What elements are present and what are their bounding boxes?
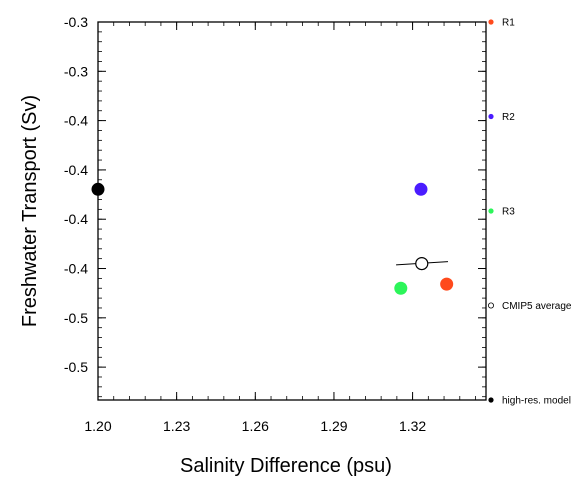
y-tick-label: -0.4 [64, 261, 88, 277]
legend-label-r1: R1 [502, 18, 515, 29]
x-tick-label: 1.32 [399, 418, 426, 434]
x-tick-label: 1.29 [320, 418, 347, 434]
x-tick-label: 1.23 [163, 418, 190, 434]
y-tick-label: -0.4 [64, 162, 88, 178]
x-tick-label: 1.26 [242, 418, 269, 434]
chart-marks [91, 182, 454, 295]
y-tick-label: -0.3 [64, 63, 88, 79]
point-high-res-model [91, 182, 105, 196]
point-r2 [414, 182, 428, 196]
legend-label-r2: R2 [502, 112, 515, 123]
point-r3 [394, 281, 408, 295]
legend-marker-high-res-model [488, 397, 494, 403]
legend-marker-r3 [488, 208, 494, 214]
legend-marker-r2 [488, 113, 494, 120]
legend-label-high-res-model: high-res. model [502, 396, 571, 407]
x-tick-label: 1.20 [84, 418, 111, 434]
x-axis-title: Salinity Difference (psu) [180, 455, 392, 477]
axes: 1.20 1.23 1.26 1.29 1.32 -0.3 -0.4 -0.4 -0.5 -0.3… [64, 14, 487, 434]
y-tick-label: -0.4 [64, 113, 88, 129]
legend-label-cmip5-average: CMIP5 average [502, 301, 572, 312]
y-tick-label: -0.4 [64, 211, 88, 227]
legend-marker-r1 [488, 19, 494, 25]
y-tick-label: -0.3 [64, 14, 88, 30]
y-tick-label: -0.5 [64, 310, 88, 326]
point-cmip5-average [415, 256, 429, 271]
legend: R1 R2 R3 CMIP5 average high-res. model [487, 18, 572, 407]
point-r1 [440, 277, 454, 291]
y-tick-label: -0.5 [64, 359, 88, 375]
legend-marker-cmip5-average [487, 302, 494, 309]
legend-label-r3: R3 [502, 207, 515, 218]
y-axis-title: Freshwater Transport (Sv) [19, 95, 41, 327]
plot-frame [97, 21, 487, 401]
